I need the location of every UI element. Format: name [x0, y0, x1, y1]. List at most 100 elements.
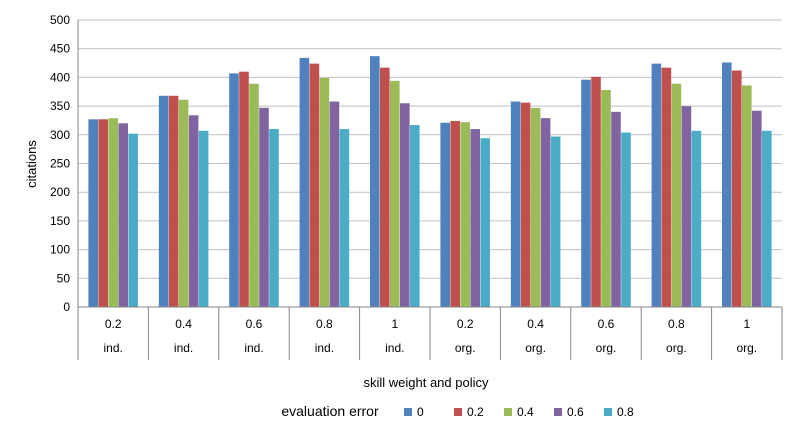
y-tick-label: 150	[50, 214, 70, 228]
bar	[118, 123, 128, 307]
x-group-label: ind.	[104, 341, 123, 355]
bars	[88, 56, 772, 308]
x-category-labels: 0.2 ind. 0.4 ind. 0.6 ind. 0.8 ind. 1 ind. 0.2 org.…	[104, 317, 758, 355]
bar	[722, 62, 732, 308]
bar	[440, 122, 450, 307]
axes	[77, 20, 783, 360]
bar	[621, 132, 631, 307]
bar	[410, 125, 420, 308]
bar	[88, 119, 98, 307]
y-tick-label: 0	[63, 300, 70, 314]
bar	[309, 63, 320, 308]
bar	[299, 57, 310, 307]
x-tick-label: 0.4	[527, 317, 544, 331]
legend-title: evaluation error	[281, 403, 379, 419]
x-group-label: org.	[736, 341, 757, 355]
bar	[400, 103, 410, 307]
bar	[732, 70, 742, 308]
y-tick-labels: 0 50 100 150 200 250 300 350 400 450 500	[50, 13, 70, 314]
bar	[470, 129, 480, 307]
y-tick-label: 450	[50, 42, 70, 56]
bar	[249, 83, 259, 308]
x-tick-label: 0.4	[175, 317, 192, 331]
x-group-label: ind.	[244, 341, 263, 355]
bar	[681, 106, 692, 307]
bar	[98, 119, 108, 307]
y-tick-label: 50	[57, 271, 71, 285]
y-tick-label: 350	[50, 99, 70, 113]
bar	[229, 73, 239, 307]
legend-swatch	[504, 408, 512, 416]
bar	[510, 101, 521, 308]
y-tick-label: 100	[50, 243, 70, 257]
bar	[661, 67, 672, 307]
x-tick-label: 0.8	[668, 317, 685, 331]
y-tick-label: 500	[50, 13, 70, 27]
bar	[651, 63, 662, 308]
bar	[450, 121, 460, 307]
bar	[520, 102, 531, 307]
bar	[178, 99, 189, 307]
bar	[380, 67, 390, 307]
x-tick-label: 0.2	[105, 317, 122, 331]
bar	[239, 71, 249, 307]
bar	[540, 118, 551, 308]
bar	[480, 138, 490, 307]
legend-label: 0.4	[517, 405, 534, 419]
bar	[108, 118, 118, 308]
x-group-label: ind.	[315, 341, 334, 355]
bar	[591, 76, 601, 308]
bar	[269, 129, 279, 307]
bar	[611, 111, 621, 307]
x-group-label: org.	[596, 341, 617, 355]
x-tick-label: 0.6	[246, 317, 263, 331]
legend-swatch	[454, 408, 462, 416]
bar	[460, 122, 470, 307]
bar	[319, 77, 330, 307]
x-axis-title: skill weight and policy	[363, 375, 489, 390]
bar	[530, 107, 541, 308]
bar	[128, 133, 138, 307]
bar	[259, 107, 269, 308]
y-tick-label: 200	[50, 185, 70, 199]
bar	[390, 80, 400, 308]
x-tick-label: 0.2	[457, 317, 474, 331]
bar	[742, 85, 752, 307]
bar	[762, 130, 772, 307]
bar	[370, 56, 380, 307]
bar	[752, 110, 762, 307]
x-tick-label: 1	[391, 317, 398, 331]
bar	[188, 115, 199, 307]
bar	[550, 136, 561, 307]
y-tick-label: 400	[50, 70, 70, 84]
x-group-label: ind.	[174, 341, 193, 355]
bar	[198, 130, 209, 307]
legend-swatch	[604, 408, 612, 416]
y-axis-title: citations	[24, 140, 39, 188]
bar	[168, 95, 179, 307]
x-group-label: ind.	[385, 341, 404, 355]
bar	[601, 90, 611, 307]
bar	[671, 83, 682, 308]
bar	[329, 101, 340, 308]
legend-label: 0.8	[617, 405, 634, 419]
x-tick-label: 0.8	[316, 317, 333, 331]
bar	[339, 129, 350, 307]
legend-swatch	[404, 408, 412, 416]
x-group-label: org.	[525, 341, 546, 355]
bar	[581, 79, 591, 307]
legend-label: 0.6	[567, 405, 584, 419]
bar	[158, 95, 169, 307]
y-tick-label: 250	[50, 157, 70, 171]
x-tick-label: 1	[743, 317, 750, 331]
legend-swatch	[554, 408, 562, 416]
legend-label: 0.2	[467, 405, 484, 419]
x-tick-label: 0.6	[598, 317, 615, 331]
y-tick-label: 300	[50, 128, 70, 142]
x-group-label: org.	[666, 341, 687, 355]
bar	[691, 130, 702, 307]
x-group-label: org.	[455, 341, 476, 355]
legend-label: 0	[417, 405, 424, 419]
legend: 0 0.2 0.4 0.6 0.8	[404, 405, 634, 419]
